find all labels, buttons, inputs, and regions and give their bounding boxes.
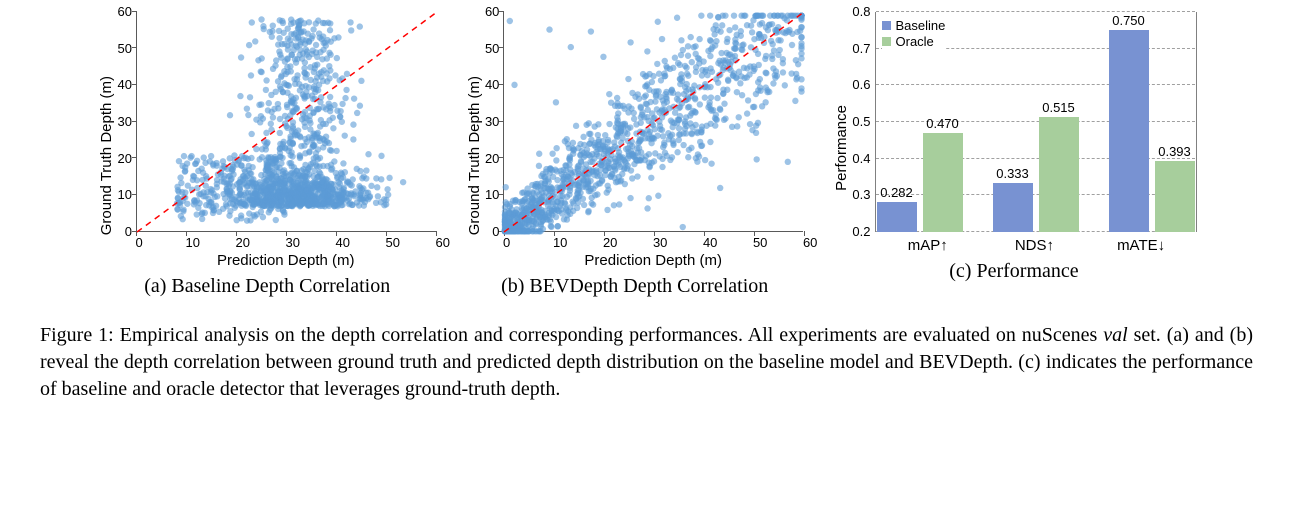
scatter-a-plot bbox=[136, 12, 436, 232]
caption-prefix: Figure 1: Empirical analysis on the dept… bbox=[40, 324, 1103, 346]
bar-c-plot: 0.2820.4700.3330.5150.7500.393BaselineOr… bbox=[875, 12, 1195, 232]
scatter-a-yticks: 6050403020100 bbox=[117, 12, 135, 232]
panel-b-caption: (b) BEVDepth Depth Correlation bbox=[501, 275, 768, 298]
panel-a: Ground Truth Depth (m) 6050403020100 010… bbox=[98, 12, 435, 298]
scatter-a-axis-area: 6050403020100 0102030405060 Prediction D… bbox=[117, 12, 435, 269]
scatter-a-ylabel: Ground Truth Depth (m) bbox=[98, 46, 115, 235]
scatter-a-wrap: Ground Truth Depth (m) 6050403020100 010… bbox=[98, 12, 435, 269]
bar-c-wrap: Performance 0.80.70.60.50.40.30.2 0.2820… bbox=[833, 12, 1194, 254]
caption-italic: val bbox=[1103, 324, 1127, 346]
bar-c-ylabel: Performance bbox=[833, 75, 850, 191]
figure-row: Ground Truth Depth (m) 6050403020100 010… bbox=[40, 12, 1253, 298]
scatter-b-xticks: 0102030405060 bbox=[503, 232, 803, 250]
scatter-b-plot-row: 6050403020100 bbox=[485, 12, 803, 232]
scatter-b-axis-area: 6050403020100 0102030405060 Prediction D… bbox=[485, 12, 803, 269]
scatter-b-wrap: Ground Truth Depth (m) 6050403020100 010… bbox=[466, 12, 803, 269]
panel-c-caption: (c) Performance bbox=[949, 260, 1078, 283]
scatter-b-yticks: 6050403020100 bbox=[485, 12, 503, 232]
bar-c-axis-area: 0.80.70.60.50.40.30.2 0.2820.4700.3330.5… bbox=[852, 12, 1194, 254]
scatter-b-ylabel: Ground Truth Depth (m) bbox=[466, 46, 483, 235]
scatter-a-xticks: 0102030405060 bbox=[135, 232, 435, 250]
bar-c-plot-row: 0.80.70.60.50.40.30.2 0.2820.4700.3330.5… bbox=[852, 12, 1194, 232]
panel-a-caption: (a) Baseline Depth Correlation bbox=[144, 275, 390, 298]
scatter-a-xlabel: Prediction Depth (m) bbox=[135, 252, 435, 269]
scatter-a-plot-row: 6050403020100 bbox=[117, 12, 435, 232]
panel-c: Performance 0.80.70.60.50.40.30.2 0.2820… bbox=[833, 12, 1194, 283]
scatter-b-xlabel: Prediction Depth (m) bbox=[503, 252, 803, 269]
scatter-b-plot bbox=[503, 12, 803, 232]
bar-c-xticks: mAP↑NDS↑mATE↓ bbox=[874, 232, 1194, 254]
figure-caption: Figure 1: Empirical analysis on the dept… bbox=[40, 322, 1253, 403]
panel-b: Ground Truth Depth (m) 6050403020100 010… bbox=[466, 12, 803, 298]
bar-c-yticks: 0.80.70.60.50.40.30.2 bbox=[852, 12, 874, 232]
